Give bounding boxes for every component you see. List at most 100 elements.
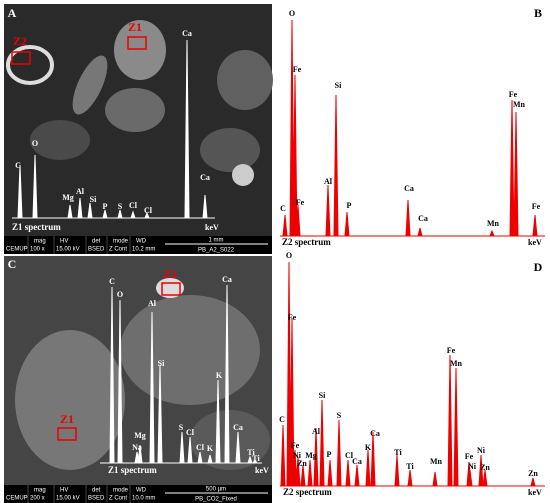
spectrum-label: Z2 spectrum — [283, 487, 332, 497]
spectrum-label: Z2 spectrum — [282, 237, 331, 247]
peak-label: Ti — [394, 448, 402, 457]
file-name: PB_A2_S022 — [198, 248, 235, 254]
peak-label: Fe — [447, 346, 456, 355]
peak-label: Mn — [487, 219, 500, 228]
spectrum — [12, 39, 215, 219]
peak-label: Fe — [465, 452, 474, 461]
info-header: det — [92, 488, 101, 494]
peak-label: Si — [90, 195, 97, 204]
peak-label: Cl — [129, 201, 138, 210]
peak-label: Mn — [430, 457, 443, 466]
info-header: HV — [60, 239, 68, 245]
info-header: det — [92, 239, 101, 245]
peak-label: Ca — [233, 423, 243, 432]
grain — [30, 120, 90, 160]
spectrum-label: Z1 spectrum — [12, 222, 61, 232]
spectrum — [100, 284, 262, 464]
panel-letter: D — [534, 260, 543, 274]
info-header: mode — [113, 488, 129, 494]
peak-label: Ti — [406, 462, 414, 471]
info-header: mag — [34, 239, 46, 245]
peak-label: Mn — [513, 100, 526, 109]
spectrum — [280, 19, 545, 237]
peak-label: Zn — [480, 463, 490, 472]
peak-label: Ti — [252, 454, 260, 463]
zone-label: Z1 — [128, 20, 142, 34]
peak-label: Cl — [196, 443, 205, 452]
peak-label: S — [118, 202, 123, 211]
grain — [200, 128, 260, 172]
peak-label: Fe — [509, 90, 518, 99]
logo: CEMUP — [6, 247, 28, 253]
info-value: BSED — [88, 496, 105, 502]
grain — [120, 295, 260, 405]
info-value: Z Cont — [109, 496, 127, 502]
peak-label: Fe — [293, 65, 302, 74]
peak-label: K — [207, 444, 214, 453]
peak-label: O — [289, 9, 295, 18]
peak-label: Na — [132, 443, 142, 452]
scale-label: 1 mm — [209, 238, 224, 244]
zone-label: Z1 — [60, 412, 74, 426]
peak-label: K — [365, 443, 372, 452]
peak-label: Ca — [370, 429, 380, 438]
peak-label: Cl — [144, 206, 153, 215]
info-value: 15.00 kV — [56, 496, 80, 502]
unit-label: keV — [255, 466, 269, 475]
peak-label: Fe — [532, 202, 541, 211]
peak-label: Cl — [345, 451, 354, 460]
grain — [114, 20, 166, 80]
peak-label: O — [286, 251, 292, 260]
peak-label: Mg — [134, 431, 146, 440]
info-bar — [4, 485, 272, 503]
zone-box — [161, 282, 181, 296]
file-name: PB_CO2_Fixed — [195, 497, 237, 503]
peak-label: Al — [324, 177, 333, 186]
peak-label: Ni — [293, 451, 302, 460]
peak-label: Ca — [418, 214, 428, 223]
grain — [217, 50, 273, 110]
spectrum-label: Z1 spectrum — [108, 465, 157, 475]
info-header: mag — [34, 488, 46, 494]
zone-box — [57, 427, 77, 441]
peak-label: Cl — [186, 428, 195, 437]
peak-label: Zn — [297, 459, 307, 468]
zone-box — [127, 36, 147, 50]
logo: CEMUP — [6, 496, 28, 502]
peak-label: Ca — [404, 184, 414, 193]
peak-label: C — [279, 415, 285, 424]
grain — [6, 45, 54, 85]
unit-label: keV — [528, 238, 542, 247]
spectrum — [280, 261, 545, 487]
peak-label: Ca — [352, 457, 362, 466]
peak-label: C — [109, 277, 115, 286]
peak-label: Fe — [296, 198, 305, 207]
info-value: 10.0 mm — [132, 496, 155, 502]
peak-label: S — [179, 423, 184, 432]
peak-label: P — [347, 201, 352, 210]
info-value: 200 x — [30, 496, 45, 502]
grain — [15, 330, 125, 470]
grain — [232, 164, 254, 186]
peak-label: P — [103, 202, 108, 211]
peak-label: Fe — [291, 441, 300, 450]
info-value: 15.00 kV — [56, 247, 80, 253]
info-value: Z Cont — [109, 247, 127, 253]
info-header: WD — [136, 488, 147, 494]
panel-letter: B — [534, 6, 542, 20]
peak-label: Mg — [62, 193, 74, 202]
peak-label: Al — [148, 299, 157, 308]
peak-label: K — [216, 371, 223, 380]
peak-label: Mn — [450, 359, 463, 368]
zone-label: Z2 — [163, 267, 177, 281]
info-bar — [4, 236, 272, 254]
peak-label: O — [32, 139, 38, 148]
peak-label: C — [280, 204, 286, 213]
scale-label: 500 µm — [206, 487, 226, 493]
grain — [72, 55, 108, 115]
info-value: 100 x — [30, 247, 45, 253]
peak-label: Al — [312, 427, 321, 436]
panel-letter: C — [8, 257, 17, 271]
peak-label: Si — [158, 359, 165, 368]
